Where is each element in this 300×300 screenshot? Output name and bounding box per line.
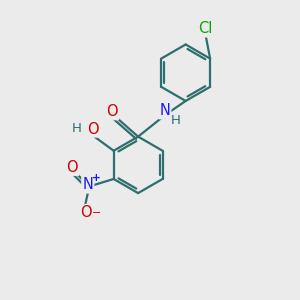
- Text: N: N: [82, 177, 93, 192]
- Text: O: O: [87, 122, 99, 136]
- Text: O: O: [106, 104, 118, 119]
- Text: +: +: [92, 173, 100, 183]
- Text: H: H: [72, 122, 81, 135]
- Text: H: H: [171, 114, 181, 127]
- Text: O: O: [80, 205, 92, 220]
- Text: N: N: [159, 103, 170, 118]
- Text: Cl: Cl: [199, 21, 213, 36]
- Text: −: −: [92, 208, 101, 218]
- Text: O: O: [67, 160, 78, 175]
